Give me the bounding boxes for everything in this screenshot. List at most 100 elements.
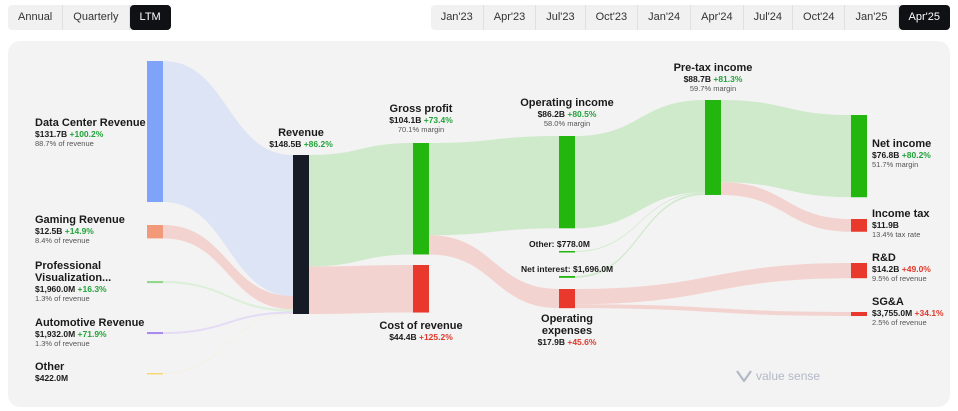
top-toolbar: Annual Quarterly LTM Jan'23 Apr'23 Jul'2… [0, 0, 958, 34]
link-net-interest-to-pretax [575, 193, 705, 278]
sankey-chart [147, 61, 867, 375]
net-income-note: 51.7% margin [872, 160, 919, 169]
node-label-gaming: Gaming Revenue $12.5B +14.9% 8.4% of rev… [35, 214, 125, 245]
date-tab-apr24[interactable]: Apr'24 [691, 5, 744, 30]
gaming-change: +14.9% [64, 226, 94, 236]
date-tab-jan24[interactable]: Jan'24 [638, 5, 692, 30]
node-label-net-interest: Net interest: $1,696.0M [521, 264, 613, 274]
link-opex-to-sga [575, 304, 851, 317]
node-label-revenue: Revenue $148.5B +86.2% [269, 127, 333, 149]
tab-annual[interactable]: Annual [8, 5, 64, 30]
link-other-income-to-pretax [575, 192, 705, 252]
net-interest-label: Net interest: [521, 264, 571, 274]
operating-expenses-change: +45.6% [567, 337, 597, 347]
date-tab-apr25[interactable]: Apr'25 [898, 5, 950, 30]
tab-ltm[interactable]: LTM [129, 5, 171, 30]
other-value: $422.0M [35, 373, 69, 383]
automotive-note: 1.3% of revenue [35, 339, 90, 348]
other-title: Other [35, 361, 65, 373]
data-center-value: $131.7B [35, 129, 68, 139]
date-tab-jul24[interactable]: Jul'24 [744, 5, 794, 30]
node-gaming [147, 225, 163, 239]
gross-profit-note: 70.1% margin [397, 125, 445, 134]
cost-of-revenue-change: +125.2% [418, 332, 453, 342]
operating-expenses-title-line2: expenses [541, 325, 593, 337]
link-data-center-to-revenue [163, 61, 293, 297]
data-center-note: 88.7% of revenue [35, 139, 94, 148]
revenue-title: Revenue [278, 127, 324, 139]
operating-income-title: Operating income [520, 97, 614, 109]
node-label-operating-expenses: Operating expenses $17.9B +45.6% [538, 313, 597, 347]
date-tab-oct23[interactable]: Oct'23 [586, 5, 639, 30]
node-label-other: Other $422.0M [35, 361, 68, 383]
date-tab-oct24[interactable]: Oct'24 [793, 5, 846, 30]
node-label-pro-viz: Professional Visualization... $1,960.0M … [35, 260, 111, 303]
node-label-automotive: Automotive Revenue $1,932.0M +71.9% 1.3%… [35, 317, 144, 348]
link-pretax-to-income-tax [721, 182, 851, 232]
node-net-interest [559, 276, 575, 278]
net-income-value: $76.8B [872, 150, 900, 160]
node-label-other-income: Other: $778.0M [529, 239, 590, 249]
cost-of-revenue-value: $44.4B [389, 332, 417, 342]
data-center-title: Data Center Revenue [35, 117, 146, 129]
pretax-income-change: +81.3% [713, 74, 743, 84]
sga-change: +34.1% [914, 308, 944, 318]
link-operating-income-to-pretax [575, 100, 705, 229]
gross-profit-change: +73.4% [423, 115, 453, 125]
pretax-income-note: 59.7% margin [689, 84, 737, 93]
net-interest-value: $1,696.0M [572, 264, 614, 274]
link-gross-profit-to-operating-income [429, 136, 559, 236]
node-label-data-center: Data Center Revenue $131.7B +100.2% 88.7… [35, 117, 146, 148]
sga-note: 2.5% of revenue [872, 318, 927, 327]
node-pro-viz [147, 281, 163, 284]
node-sga [851, 312, 867, 317]
node-other-income [559, 251, 575, 253]
date-tab-jul23[interactable]: Jul'23 [536, 5, 586, 30]
income-tax-title: Income tax [872, 208, 930, 220]
node-pretax-income [705, 100, 721, 195]
node-label-net-income: Net income $76.8B +80.2% 51.7% margin [872, 138, 931, 169]
node-rnd [851, 263, 867, 279]
node-label-pretax-income: Pre-tax income $88.7B +81.3% 59.7% margi… [674, 62, 753, 93]
pro-viz-title-line2: Visualization... [35, 272, 112, 284]
link-revenue-to-cost-of-revenue [309, 265, 413, 314]
other-income-value: $778.0M [556, 239, 590, 249]
data-center-change: +100.2% [69, 129, 104, 139]
node-label-income-tax: Income tax $11.9B 13.4% tax rate [872, 208, 929, 239]
link-opex-to-rnd [575, 263, 851, 305]
link-pro-viz-to-revenue [163, 281, 293, 312]
node-gross-profit [413, 143, 429, 255]
node-operating-income [559, 136, 575, 229]
net-income-title: Net income [872, 138, 932, 150]
other-income-label: Other: [529, 239, 555, 249]
watermark-text: value sense [756, 369, 821, 383]
operating-income-value: $86.2B [537, 109, 565, 119]
sga-value: $3,755.0M [872, 308, 913, 318]
node-income-tax [851, 219, 867, 232]
automotive-change: +71.9% [77, 329, 107, 339]
date-tab-jan23[interactable]: Jan'23 [431, 5, 484, 30]
rnd-title: R&D [872, 252, 896, 264]
link-gross-profit-to-operating-expenses [429, 235, 559, 309]
operating-income-note: 58.0% margin [543, 119, 591, 128]
sankey-chart-panel: Data Center Revenue $131.7B +100.2% 88.7… [8, 41, 950, 407]
pretax-income-value: $88.7B [683, 74, 711, 84]
gaming-title: Gaming Revenue [35, 214, 125, 226]
node-cost-of-revenue [413, 265, 429, 313]
node-other [147, 373, 163, 375]
period-selector: Annual Quarterly LTM [8, 5, 171, 30]
tab-quarterly[interactable]: Quarterly [63, 5, 130, 30]
rnd-change: +49.0% [901, 264, 931, 274]
rnd-value: $14.2B [872, 264, 900, 274]
operating-income-change: +80.5% [567, 109, 597, 119]
node-revenue [293, 155, 309, 314]
operating-expenses-title-line1: Operating [541, 313, 593, 325]
automotive-title: Automotive Revenue [35, 317, 145, 329]
date-tab-apr23[interactable]: Apr'23 [484, 5, 537, 30]
pro-viz-change: +16.3% [77, 284, 107, 294]
date-tab-jan25[interactable]: Jan'25 [845, 5, 899, 30]
node-automotive [147, 332, 163, 335]
node-net-income [851, 115, 867, 198]
operating-expenses-value: $17.9B [537, 337, 565, 347]
gross-profit-title: Gross profit [389, 103, 453, 115]
